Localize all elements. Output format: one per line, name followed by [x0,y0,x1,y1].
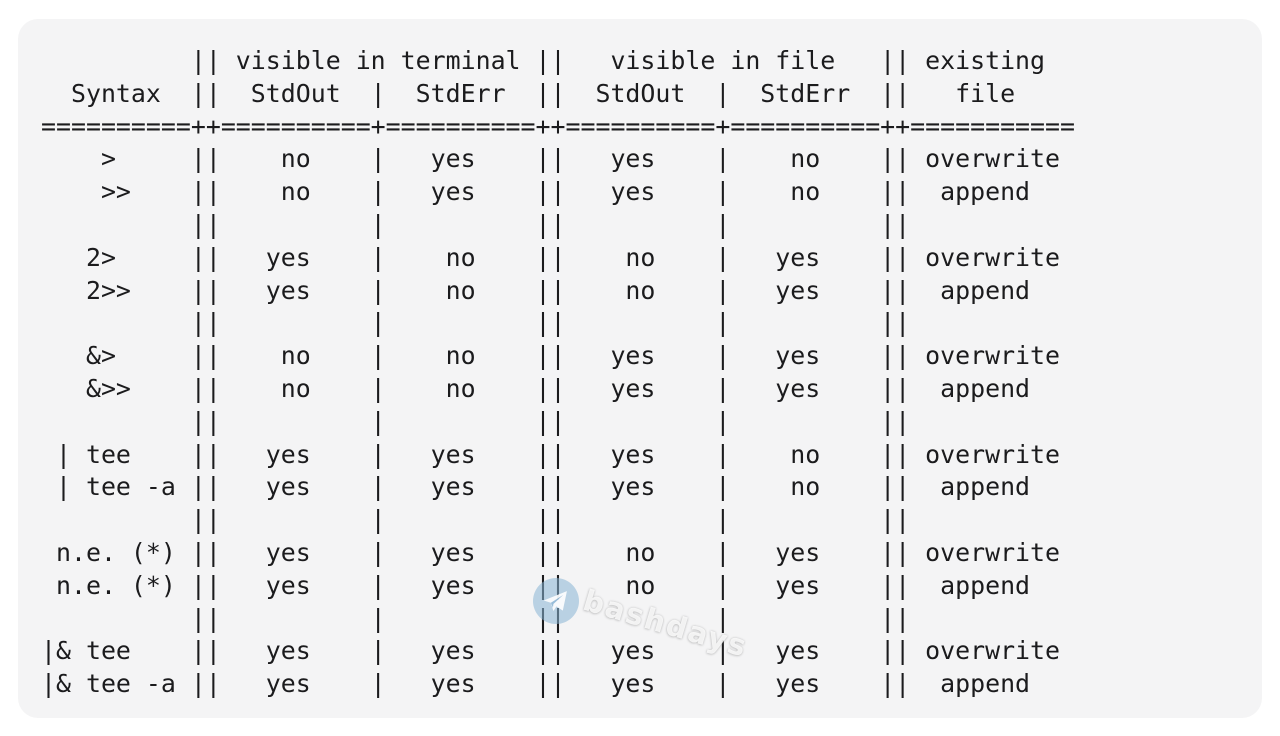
cheatsheet-card: || visible in terminal || visible in fil… [18,19,1262,718]
redirection-ascii-table: || visible in terminal || visible in fil… [41,46,1075,699]
